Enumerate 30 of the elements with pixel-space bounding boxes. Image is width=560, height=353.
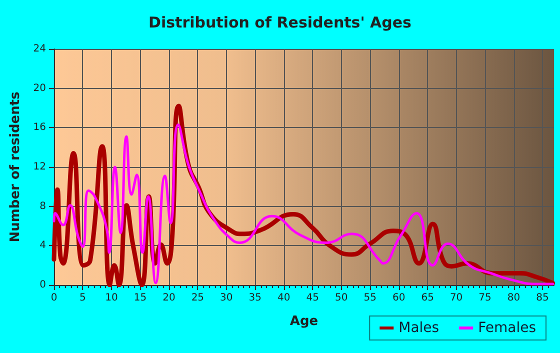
x-axis-title: Age <box>290 314 318 329</box>
y-tick-label: 12 <box>33 162 46 172</box>
x-tick-label: 15 <box>134 292 147 304</box>
x-tick-label: 20 <box>162 292 176 304</box>
x-tick-label: 35 <box>248 292 262 304</box>
y-tick-label: 0 <box>40 280 46 290</box>
x-tick-label: 50 <box>334 292 348 304</box>
x-tick-label: 45 <box>306 292 319 304</box>
x-tick-label: 0 <box>50 292 58 304</box>
x-tick-label: 75 <box>478 292 492 304</box>
legend-label: Females <box>478 320 536 336</box>
y-tick-label: 24 <box>33 44 46 54</box>
y-tick-label: 16 <box>33 122 46 134</box>
x-tick-label: 40 <box>278 292 290 304</box>
y-axis-title: Number of residents <box>8 91 23 242</box>
x-tick-label: 65 <box>421 292 434 304</box>
y-tick-label: 20 <box>33 82 46 94</box>
chart-title: Distribution of Residents' Ages <box>148 14 412 32</box>
x-tick-label: 25 <box>191 292 204 304</box>
x-tick-label: 70 <box>450 292 463 304</box>
x-tick-label: 85 <box>536 292 549 304</box>
x-tick-label: 10 <box>105 292 118 304</box>
x-tick-label: 80 <box>507 292 520 304</box>
legend-label: Males <box>398 320 440 336</box>
y-tick-label: 4 <box>40 240 46 252</box>
x-tick-label: 5 <box>80 292 86 304</box>
y-tick-label: 8 <box>40 200 46 212</box>
x-tick-label: 60 <box>392 292 406 304</box>
x-tick-label: 30 <box>220 292 233 304</box>
x-tick-label: 55 <box>364 292 376 304</box>
